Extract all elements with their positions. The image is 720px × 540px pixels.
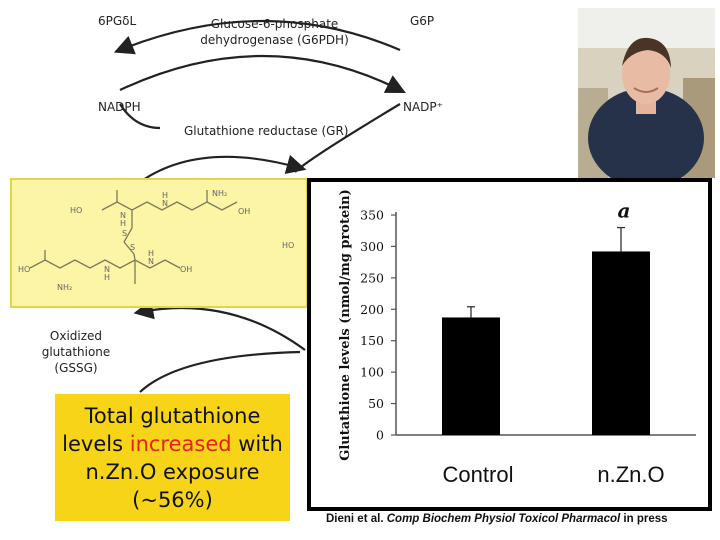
top-right-label: G6P xyxy=(410,14,435,28)
svg-text:H: H xyxy=(162,191,168,200)
y-tick-label: 350 xyxy=(360,208,384,223)
nadph-arc-arrow xyxy=(119,54,406,93)
summary-highlight: increased xyxy=(129,431,232,456)
nadp-label: NADP⁺ xyxy=(403,100,443,114)
y-tick-label: 100 xyxy=(360,365,384,380)
svg-text:N: N xyxy=(162,199,168,208)
researcher-photo xyxy=(578,8,715,178)
svg-text:HO: HO xyxy=(18,265,30,274)
svg-text:H: H xyxy=(104,273,110,282)
summary-text-pre: Total glutathione levels xyxy=(62,403,261,456)
researcher-photo-drawing xyxy=(578,8,715,178)
y-tick-label: 200 xyxy=(360,302,384,317)
significance-label: a xyxy=(618,199,631,223)
top-left-label: 6PGδL xyxy=(98,14,137,28)
svg-text:H: H xyxy=(148,249,154,258)
citation-status: in press xyxy=(623,513,668,525)
glutathione-bar-chart: Glutathione levels (nmol/mg protein) 0 50 1… xyxy=(338,189,696,487)
citation-authors: Dieni et al. xyxy=(326,513,384,525)
svg-text:NH₂: NH₂ xyxy=(212,189,227,198)
summary-callout: Total glutathione levels increased with … xyxy=(55,394,290,521)
svg-text:N: N xyxy=(148,257,154,266)
y-tick-label: 300 xyxy=(360,239,384,254)
y-tick-label: 150 xyxy=(360,333,384,348)
x-category-label: n.Zn.O xyxy=(597,462,664,487)
gssg-structure-box: HO N H H N NH₂ OH S S HO NH₂ N H H N OH … xyxy=(10,178,308,308)
gr-arc-arrow xyxy=(139,154,307,183)
bar xyxy=(592,251,650,435)
nadp-to-gr-arrow xyxy=(294,103,401,173)
svg-text:OH: OH xyxy=(180,265,192,274)
svg-text:H: H xyxy=(120,219,126,228)
gr-label: Glutathione reductase (GR) xyxy=(184,124,349,138)
bar xyxy=(442,317,500,435)
svg-text:HO: HO xyxy=(70,206,82,215)
y-tick-label: 0 xyxy=(376,428,384,443)
gssg-label: Oxidized glutathione (GSSG) xyxy=(41,329,111,375)
svg-text:S: S xyxy=(122,229,127,238)
svg-text:HO: HO xyxy=(282,241,294,250)
y-tick-label: 50 xyxy=(368,396,384,411)
citation-journal: Comp Biochem Physiol Toxicol Pharmacol xyxy=(386,513,621,525)
callout-arc xyxy=(139,350,301,393)
x-category-label: Control xyxy=(443,462,514,487)
lower-arc-arrow xyxy=(133,299,306,351)
g6pdh-label: Glucose-6-phosphate dehydrogenase (G6PDH… xyxy=(200,17,349,47)
svg-text:OH: OH xyxy=(238,207,250,216)
citation: Dieni et al. Comp Biochem Physiol Toxico… xyxy=(326,513,706,525)
summary-text: Total glutathione levels increased with … xyxy=(55,402,290,514)
svg-text:S: S xyxy=(130,243,135,252)
svg-text:N: N xyxy=(104,265,110,274)
summary-text-post: with n.Zn.O exposure (~56%) xyxy=(85,431,283,512)
gssg-structure-drawing: HO N H H N NH₂ OH S S HO NH₂ N H H N OH … xyxy=(18,189,294,292)
nadph-down-arrow xyxy=(119,103,161,130)
y-tick-label: 250 xyxy=(360,270,384,285)
svg-text:NH₂: NH₂ xyxy=(57,283,72,292)
nadph-label: NADPH xyxy=(98,100,141,114)
svg-text:N: N xyxy=(120,211,126,220)
glutathione-chart-panel: Glutathione levels (nmol/mg protein) 0 50 1… xyxy=(307,178,712,511)
y-axis-label: Glutathione levels (nmol/mg protein) xyxy=(338,189,353,461)
g6pdh-arc-arrow xyxy=(113,19,401,55)
